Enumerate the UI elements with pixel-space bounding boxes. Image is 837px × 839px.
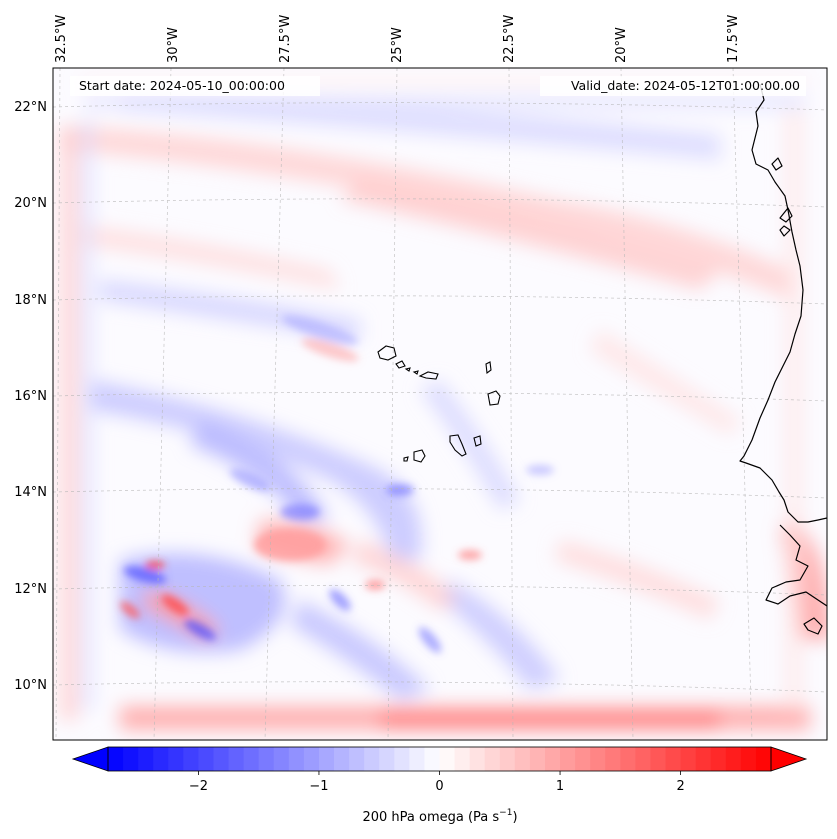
colorbar-segment <box>138 747 154 771</box>
island-fogo <box>413 449 426 463</box>
colorbar-segment <box>484 747 501 771</box>
longitude-labels: 32.5°W 30°W 27.5°W 25°W 22.5°W 20°W 17.5… <box>54 15 741 63</box>
lat-label: 16°N <box>14 389 47 404</box>
colorbar-segment <box>529 747 546 771</box>
colorbar-segment <box>544 747 561 771</box>
start-date-label: Start date: 2024-05-10_00:00:00 <box>79 78 285 93</box>
colorbar-segment <box>168 747 184 771</box>
colorbar-segment <box>424 747 441 771</box>
colorbar-segment <box>695 747 712 771</box>
lat-label: 20°N <box>14 196 47 211</box>
island-santiago <box>449 434 467 457</box>
colorbar-segment <box>590 747 606 771</box>
colorbar-low-extend <box>71 746 109 772</box>
colorbar-segment <box>635 747 652 771</box>
lon-label: 20°W <box>614 27 629 63</box>
omega-fine-features <box>120 315 554 653</box>
colorbar: −2 −1 0 1 2 200 hPa omega (Pa s−1) <box>71 746 808 825</box>
island-santo-antao <box>377 345 397 361</box>
valid-date-annotation: Valid_date: 2024-05-12T01:00:00.00 <box>540 76 806 96</box>
coastline <box>739 83 827 635</box>
lon-label: 30°W <box>166 27 181 63</box>
map-panel: Start date: 2024-05-10_00:00:00 Valid_da… <box>53 68 827 740</box>
latitude-labels: 22°N 20°N 18°N 16°N 14°N 12°N 10°N <box>14 100 47 693</box>
lat-label: 18°N <box>14 293 47 308</box>
colorbar-segment <box>243 747 260 771</box>
island-sao-vicente <box>395 360 406 369</box>
colorbar-segment <box>499 747 516 771</box>
colorbar-segment <box>303 747 320 771</box>
colorbar-label: 200 hPa omega (Pa s−1) <box>362 808 517 825</box>
colorbar-segment <box>680 747 697 771</box>
lat-label: 14°N <box>14 485 47 500</box>
lon-label: 27.5°W <box>278 15 293 63</box>
colorbar-segment <box>665 747 682 771</box>
colorbar-segment <box>198 747 215 771</box>
lat-label: 12°N <box>14 582 47 597</box>
colorbar-segment <box>725 747 742 771</box>
map-frame <box>52 67 828 741</box>
start-date-annotation: Start date: 2024-05-10_00:00:00 <box>70 76 320 96</box>
island-maio <box>473 435 482 447</box>
lon-label: 22.5°W <box>502 15 517 63</box>
colorbar-segment <box>108 747 124 771</box>
colorbar-segment <box>575 747 591 771</box>
lon-label: 32.5°W <box>54 15 69 63</box>
colorbar-segment <box>258 747 275 771</box>
colorbar-segment <box>605 747 621 771</box>
colorbar-segment <box>334 747 350 771</box>
colorbar-tick-label: −2 <box>189 779 208 794</box>
colorbar-segment <box>349 747 365 771</box>
colorbar-high-extend <box>770 746 808 772</box>
colorbar-segment <box>409 747 426 771</box>
colorbar-segment <box>183 747 200 771</box>
graticule <box>53 68 827 740</box>
colorbar-segment <box>710 747 727 771</box>
colorbar-segment <box>514 747 531 771</box>
colorbar-segment <box>318 747 335 771</box>
lon-label: 17.5°W <box>726 15 741 63</box>
lat-label: 10°N <box>14 678 47 693</box>
africa-coastline <box>739 83 827 523</box>
island-sao-nicolau <box>418 371 439 380</box>
colorbar-segment <box>288 747 305 771</box>
colorbar-segment <box>273 747 290 771</box>
colorbar-segment <box>228 747 245 771</box>
colorbar-tick-label: 2 <box>676 779 684 794</box>
colorbar-tick-label: −1 <box>309 779 328 794</box>
colorbar-segment <box>454 747 471 771</box>
colorbar-segment <box>620 747 636 771</box>
colorbar-segment <box>123 747 139 771</box>
valid-date-label: Valid_date: 2024-05-12T01:00:00.00 <box>571 78 800 93</box>
colorbar-segment <box>439 747 456 771</box>
colorbar-segment <box>755 747 772 771</box>
colorbar-segment <box>650 747 667 771</box>
cabo-verde-islands <box>377 345 501 463</box>
colorbar-ticks: −2 −1 0 1 2 <box>189 771 685 794</box>
colorbar-segments <box>108 747 772 771</box>
lon-label: 25°W <box>390 27 405 63</box>
lat-label: 22°N <box>14 100 47 115</box>
island-brava <box>403 456 409 462</box>
colorbar-tick-label: 0 <box>435 779 443 794</box>
colorbar-segment <box>740 747 757 771</box>
colorbar-segment <box>364 747 380 771</box>
colorbar-segment <box>469 747 486 771</box>
colorbar-segment <box>560 747 576 771</box>
colorbar-tick-label: 1 <box>556 779 564 794</box>
colorbar-segment <box>394 747 410 771</box>
colorbar-segment <box>379 747 395 771</box>
island-boa-vista <box>487 390 501 406</box>
colorbar-segment <box>153 747 169 771</box>
island-sal <box>485 361 492 375</box>
colorbar-segment <box>213 747 230 771</box>
